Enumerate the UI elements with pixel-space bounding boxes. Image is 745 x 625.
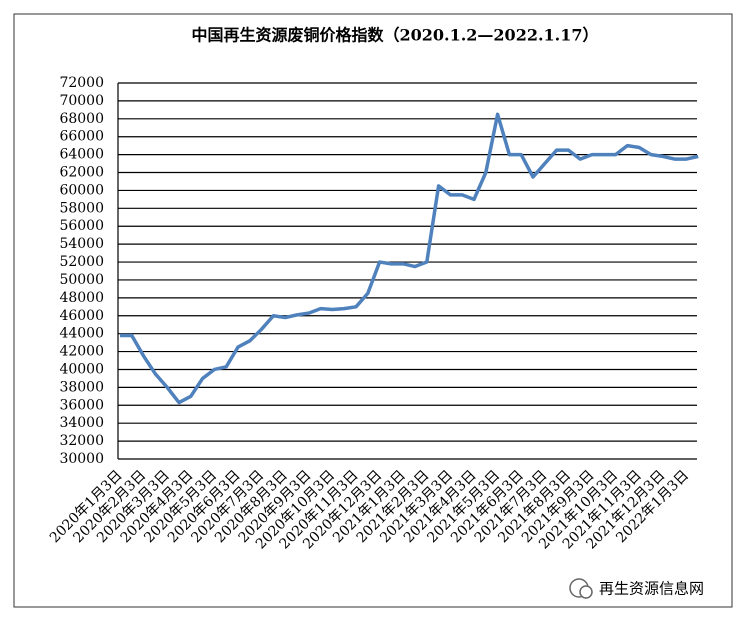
y-tick-label: 66000 — [59, 129, 104, 145]
y-tick-label: 72000 — [59, 75, 104, 91]
y-tick-label: 36000 — [59, 397, 104, 413]
chart-frame — [13, 13, 733, 608]
watermark-icon — [569, 578, 593, 599]
y-tick-label: 60000 — [59, 182, 104, 198]
data-line — [120, 112, 699, 405]
y-tick-label: 50000 — [59, 272, 104, 288]
y-tick-label: 68000 — [59, 111, 104, 127]
y-tick-label: 44000 — [59, 326, 104, 342]
y-tick-label: 70000 — [59, 93, 104, 109]
y-tick-label: 30000 — [59, 451, 104, 467]
y-tick-label: 64000 — [59, 147, 104, 163]
y-tick-label: 32000 — [59, 433, 104, 449]
y-tick-label: 42000 — [59, 344, 104, 360]
y-tick-label: 56000 — [59, 218, 104, 234]
chart-title: 中国再生资源废铜价格指数（2020.1.2—2022.1.17） — [191, 26, 598, 45]
y-tick-label: 54000 — [59, 236, 104, 252]
y-tick-label: 62000 — [59, 165, 104, 181]
y-tick-label: 38000 — [59, 379, 104, 395]
y-tick-label: 48000 — [59, 290, 104, 306]
y-tick-label: 34000 — [59, 415, 104, 431]
y-tick-label: 52000 — [59, 254, 104, 270]
y-tick-label: 40000 — [59, 361, 104, 377]
y-tick-label: 58000 — [59, 200, 104, 216]
watermark: 再生资源信息网 — [599, 580, 704, 598]
y-tick-label: 46000 — [59, 308, 104, 324]
